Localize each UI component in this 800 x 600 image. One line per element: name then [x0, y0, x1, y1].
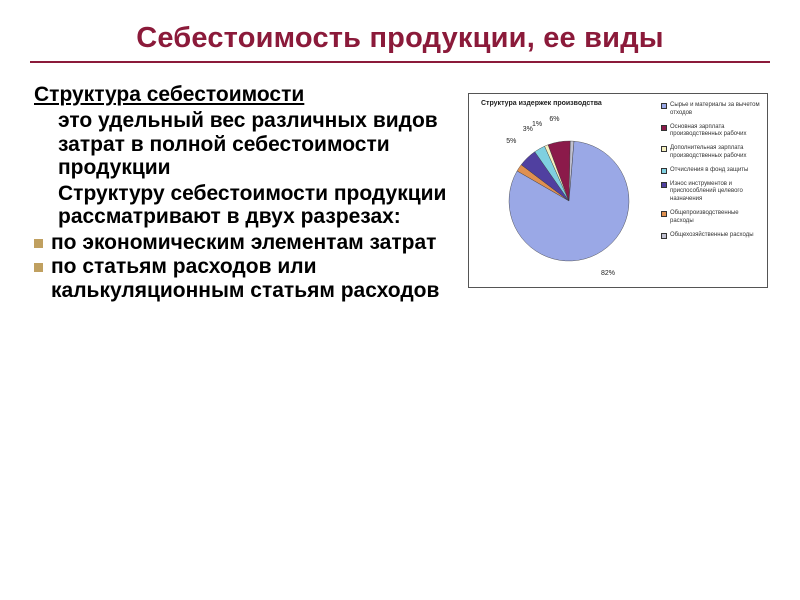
subtitle: Структура себестоимости: [34, 83, 458, 107]
legend-label: Отчисления в фонд защиты: [670, 167, 748, 175]
slide-title: Себестоимость продукции, ее виды: [28, 22, 772, 55]
chart-plot-area: Структура издержек производства 82% 6% 1%3…: [469, 94, 659, 287]
pie-svg: [504, 136, 634, 266]
bullet-item: по экономическим элементам затрат: [34, 231, 458, 255]
legend-item: Износ инструментов и приспособлений целе…: [661, 181, 763, 204]
legend-label: Общепроизводственные расходы: [670, 210, 763, 226]
legend-label: Дополнительная зарплата производственных…: [670, 145, 763, 161]
text-column: Структура себестоимости это удельный вес…: [28, 83, 458, 302]
bullet-icon: [34, 263, 43, 272]
pie-wrap: [504, 136, 634, 266]
chart-legend: Сырье и материалы за вычетом отходов Осно…: [659, 94, 767, 287]
paragraph-2: Структуру себестоимости продукции рассма…: [34, 182, 458, 229]
legend-swatch: [661, 182, 667, 188]
bullet-item: по статьям расходов или калькуляционным …: [34, 255, 458, 302]
legend-label: Износ инструментов и приспособлений целе…: [670, 181, 763, 204]
chart-callout-label: 1%: [532, 121, 542, 128]
legend-item: Общехозяйственные расходы: [661, 232, 763, 240]
legend-item: Дополнительная зарплата производственных…: [661, 145, 763, 161]
chart-callout-label: 6%: [549, 116, 559, 123]
legend-label: Основная зарплата производственных рабоч…: [670, 124, 763, 140]
chart-title: Структура издержек производства: [481, 100, 602, 107]
legend-item: Общепроизводственные расходы: [661, 210, 763, 226]
content-row: Структура себестоимости это удельный вес…: [28, 83, 772, 302]
chart-callout-label: 3%: [523, 126, 533, 133]
slide: Себестоимость продукции, ее виды Структу…: [0, 0, 800, 600]
legend-swatch: [661, 103, 667, 109]
legend-item: Основная зарплата производственных рабоч…: [661, 124, 763, 140]
legend-label: Сырье и материалы за вычетом отходов: [670, 102, 763, 118]
legend-item: Сырье и материалы за вычетом отходов: [661, 102, 763, 118]
legend-swatch: [661, 168, 667, 174]
paragraph-1: это удельный вес различных видов затрат …: [34, 109, 458, 180]
legend-swatch: [661, 233, 667, 239]
legend-swatch: [661, 146, 667, 152]
chart-callout-label: 5%: [506, 138, 516, 145]
bullet-text: по экономическим элементам затрат: [51, 231, 436, 255]
bullet-icon: [34, 239, 43, 248]
legend-label: Общехозяйственные расходы: [670, 232, 754, 240]
chart-column: Структура издержек производства 82% 6% 1%3…: [468, 83, 772, 302]
legend-item: Отчисления в фонд защиты: [661, 167, 763, 175]
chart-callout-label: 82%: [601, 270, 615, 277]
bullet-text: по статьям расходов или калькуляционным …: [51, 255, 458, 302]
title-underline: [30, 61, 770, 63]
title-block: Себестоимость продукции, ее виды: [28, 22, 772, 63]
legend-swatch: [661, 211, 667, 217]
pie-chart: Структура издержек производства 82% 6% 1%3…: [468, 93, 768, 288]
legend-swatch: [661, 125, 667, 131]
